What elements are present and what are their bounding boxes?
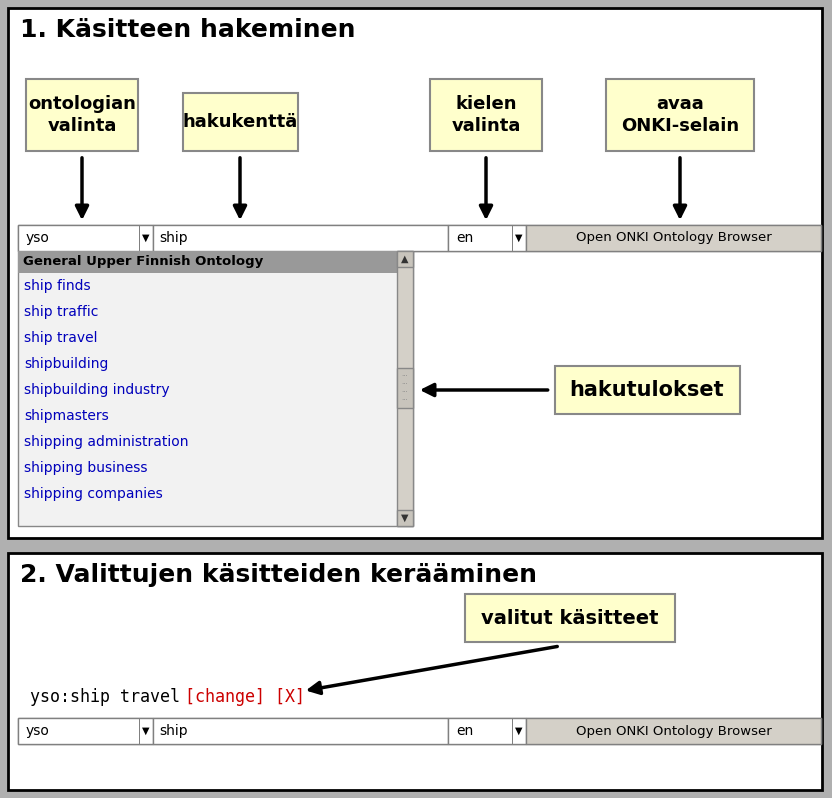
Bar: [18, 251, 413, 526]
Bar: [26, 79, 138, 151]
Bar: [139, 718, 140, 744]
Bar: [8, 553, 822, 790]
Text: ▲: ▲: [401, 254, 409, 264]
Text: ···: ···: [402, 389, 409, 395]
Text: 1. Käsitteen hakeminen: 1. Käsitteen hakeminen: [20, 18, 355, 42]
Text: ship traffic: ship traffic: [24, 305, 98, 319]
Text: shipping administration: shipping administration: [24, 435, 189, 449]
Text: General Upper Finnish Ontology: General Upper Finnish Ontology: [23, 255, 263, 268]
Bar: [512, 718, 513, 744]
Bar: [18, 225, 153, 251]
Bar: [397, 510, 413, 526]
Text: avaa
ONKI-selain: avaa ONKI-selain: [621, 95, 739, 135]
Text: shipping business: shipping business: [24, 461, 147, 475]
Text: ship: ship: [159, 231, 188, 245]
Text: ···: ···: [402, 373, 409, 379]
Bar: [397, 368, 413, 408]
Bar: [512, 225, 513, 251]
Text: ontologian
valinta: ontologian valinta: [28, 95, 136, 135]
Text: en: en: [456, 724, 473, 738]
Bar: [18, 718, 821, 744]
Bar: [448, 718, 526, 744]
Bar: [397, 251, 413, 526]
Text: ▼: ▼: [401, 513, 409, 523]
Text: ship: ship: [159, 724, 188, 738]
Text: en: en: [456, 231, 473, 245]
Bar: [526, 718, 821, 744]
Text: ship finds: ship finds: [24, 279, 91, 293]
Text: shipping companies: shipping companies: [24, 487, 163, 501]
Bar: [606, 79, 754, 151]
Text: yso:ship travel: yso:ship travel: [30, 688, 190, 706]
Text: ship travel: ship travel: [24, 331, 97, 345]
Text: 2. Valittujen käsitteiden kerääminen: 2. Valittujen käsitteiden kerääminen: [20, 563, 537, 587]
Bar: [448, 225, 526, 251]
Text: ▼: ▼: [141, 233, 149, 243]
Text: ▼: ▼: [141, 726, 149, 736]
Bar: [397, 251, 413, 267]
Bar: [182, 93, 298, 151]
Bar: [153, 225, 448, 251]
Text: shipmasters: shipmasters: [24, 409, 109, 423]
Text: Open ONKI Ontology Browser: Open ONKI Ontology Browser: [576, 725, 771, 737]
Text: ▼: ▼: [514, 726, 522, 736]
Text: yso: yso: [26, 724, 50, 738]
Bar: [153, 718, 448, 744]
Text: valitut käsitteet: valitut käsitteet: [481, 609, 659, 627]
Text: ▼: ▼: [514, 233, 522, 243]
Text: hakutulokset: hakutulokset: [570, 380, 725, 400]
Bar: [526, 225, 821, 251]
Text: ···: ···: [402, 381, 409, 387]
Bar: [430, 79, 542, 151]
Bar: [8, 8, 822, 538]
Bar: [465, 594, 675, 642]
Text: shipbuilding: shipbuilding: [24, 357, 108, 371]
Bar: [139, 225, 140, 251]
Bar: [554, 366, 740, 414]
Bar: [18, 718, 153, 744]
Text: shipbuilding industry: shipbuilding industry: [24, 383, 170, 397]
Text: yso: yso: [26, 231, 50, 245]
Bar: [18, 225, 821, 251]
Text: ···: ···: [402, 397, 409, 403]
Text: Open ONKI Ontology Browser: Open ONKI Ontology Browser: [576, 231, 771, 244]
Text: kielen
valinta: kielen valinta: [451, 95, 521, 135]
Text: hakukenttä: hakukenttä: [182, 113, 298, 131]
Text: [change] [X]: [change] [X]: [185, 688, 305, 706]
Bar: [18, 251, 397, 273]
